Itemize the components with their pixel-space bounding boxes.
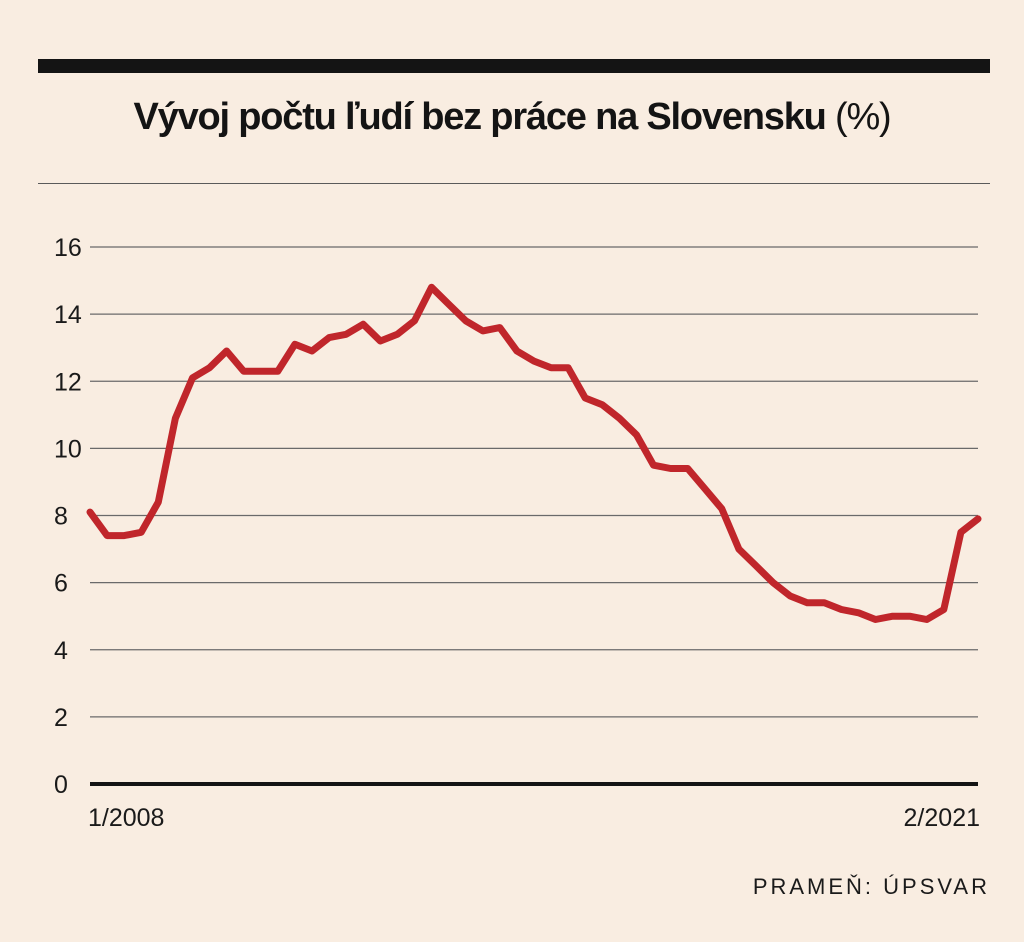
y-tick-label-8: 8 [54,503,68,531]
chart-title-main: Vývoj počtu ľudí bez práce na Slovensku [133,96,827,138]
source-credit: PRAMEŇ: ÚPSVAR [752,874,990,899]
chart-title: Vývoj počtu ľudí bez práce na Slovensku … [0,96,1024,139]
x-axis-end-label: 2/2021 [904,804,980,832]
y-tick-label-14: 14 [54,301,82,329]
y-tick-label-0: 0 [54,771,68,799]
x-axis-start-label: 1/2008 [88,804,164,832]
chart-title-unit: (%) [835,96,892,138]
gridlines [90,246,978,718]
y-tick-label-10: 10 [54,435,82,463]
y-axis-tick-labels: 0 2 4 6 8 10 12 14 16 [54,234,82,799]
y-tick-label-6: 6 [54,570,68,598]
y-tick-label-16: 16 [54,234,82,262]
y-tick-label-12: 12 [54,368,82,396]
series-line-unemployment [86,283,982,623]
y-tick-label-4: 4 [54,637,68,665]
top-rule [38,59,990,73]
title-divider [38,183,990,184]
y-tick-label-2: 2 [54,704,68,732]
